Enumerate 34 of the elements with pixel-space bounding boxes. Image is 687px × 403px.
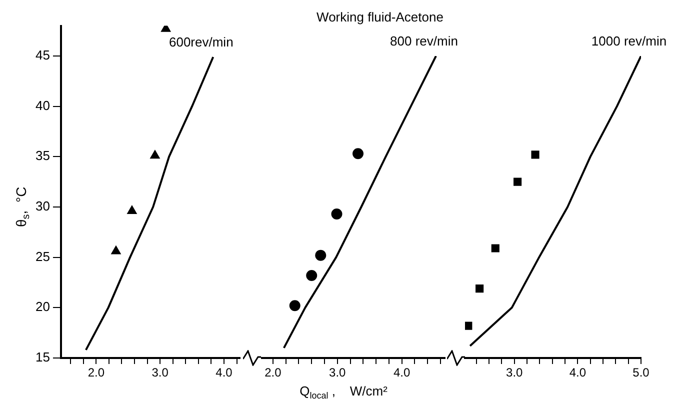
x-tick-label: 2.0 (264, 366, 282, 380)
y-tick-label: 45 (36, 48, 50, 63)
point (315, 250, 326, 261)
point (491, 244, 500, 252)
point (531, 150, 540, 159)
point (476, 284, 484, 293)
x-tick-label: 4.0 (216, 366, 233, 380)
point (514, 178, 522, 186)
point (465, 322, 472, 330)
x-tick-label: 4.0 (569, 366, 586, 380)
annotation: 600rev/min (168, 34, 234, 50)
y-tick-label: 20 (36, 299, 50, 314)
point (289, 300, 300, 312)
x-tick-label: 4.0 (393, 366, 410, 380)
y-tick-label: 15 (36, 350, 50, 365)
x-tick-label: 5.0 (632, 366, 650, 380)
y-tick-label: 35 (36, 148, 50, 164)
text: Working fluid-Acetone (316, 10, 444, 25)
x-tick-label: 3.0 (506, 366, 524, 380)
point (150, 150, 160, 159)
point (306, 270, 318, 281)
x-tick-label: 2.0 (88, 366, 105, 380)
annotation: 800 rev/min (390, 34, 458, 49)
y-tick-label: 25 (36, 248, 50, 264)
point (352, 148, 364, 160)
point (111, 246, 121, 254)
point (127, 206, 137, 214)
y-axis-title: θs, °C (12, 186, 32, 227)
point (331, 208, 342, 220)
annotation: 1000 rev/min (591, 34, 667, 49)
x-tick-label: 3.0 (152, 366, 169, 380)
x-tick-label: 3.0 (329, 366, 346, 380)
y-tick-label: 40 (36, 98, 50, 113)
y-tick-label: 30 (36, 198, 50, 214)
